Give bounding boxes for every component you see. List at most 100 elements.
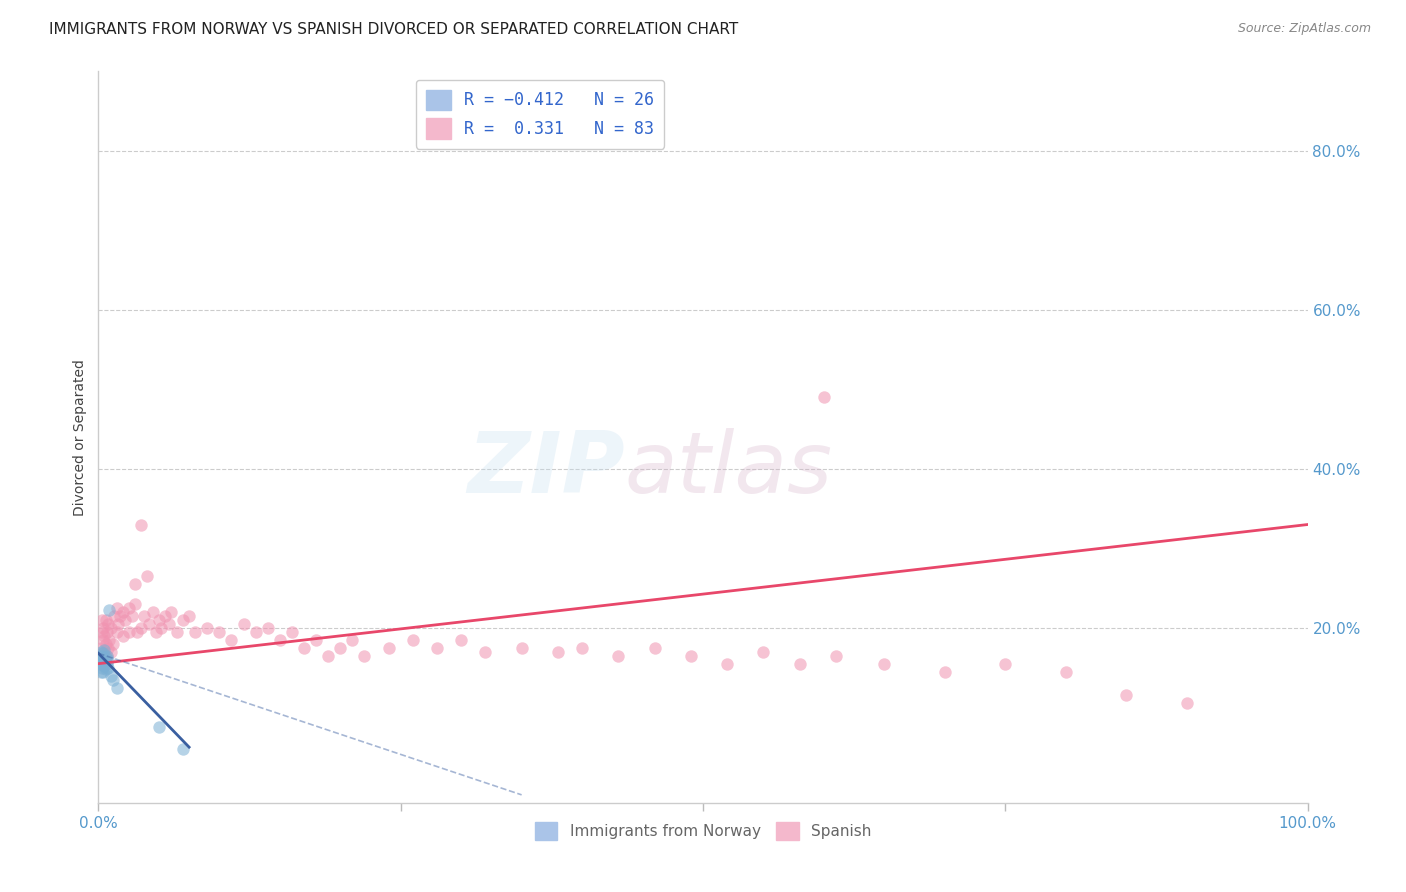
Point	[571, 640, 593, 655]
Point	[89, 648, 111, 663]
Point	[679, 648, 702, 663]
Point	[97, 660, 120, 674]
Point	[124, 597, 146, 611]
Text: IMMIGRANTS FROM NORWAY VS SPANISH DIVORCED OR SEPARATED CORRELATION CHART: IMMIGRANTS FROM NORWAY VS SPANISH DIVORC…	[49, 22, 738, 37]
Point	[607, 648, 630, 663]
Point	[377, 640, 399, 655]
Point	[134, 609, 156, 624]
Point	[148, 720, 170, 734]
Point	[510, 640, 533, 655]
Point	[118, 601, 141, 615]
Point	[94, 662, 117, 676]
Point	[124, 577, 146, 591]
Point	[813, 390, 835, 404]
Point	[91, 648, 114, 663]
Point	[1054, 665, 1077, 679]
Point	[101, 673, 124, 687]
Point	[96, 624, 118, 639]
Point	[90, 653, 112, 667]
Point	[1115, 689, 1137, 703]
Point	[105, 601, 128, 615]
Point	[111, 605, 134, 619]
Point	[100, 645, 122, 659]
Text: ZIP: ZIP	[467, 428, 624, 511]
Point	[91, 657, 114, 671]
Point	[153, 609, 176, 624]
Point	[101, 637, 124, 651]
Point	[145, 624, 167, 639]
Point	[138, 616, 160, 631]
Point	[94, 650, 117, 665]
Point	[91, 654, 114, 668]
Point	[105, 681, 128, 695]
Point	[90, 645, 112, 659]
Point	[934, 665, 956, 679]
Point	[89, 657, 111, 671]
Point	[195, 621, 218, 635]
Point	[108, 609, 131, 624]
Point	[97, 640, 120, 655]
Point	[1175, 697, 1198, 711]
Point	[129, 621, 152, 635]
Point	[96, 648, 118, 663]
Point	[91, 624, 114, 639]
Point	[107, 616, 129, 631]
Point	[91, 665, 114, 679]
Point	[281, 624, 304, 639]
Text: Source: ZipAtlas.com: Source: ZipAtlas.com	[1237, 22, 1371, 36]
Point	[142, 605, 165, 619]
Point	[353, 648, 375, 663]
Point	[172, 613, 194, 627]
Point	[157, 616, 180, 631]
Point	[91, 646, 114, 660]
Point	[160, 605, 183, 619]
Point	[426, 640, 449, 655]
Point	[232, 616, 254, 631]
Point	[752, 645, 775, 659]
Point	[166, 624, 188, 639]
Point	[256, 621, 278, 635]
Point	[90, 665, 112, 679]
Point	[474, 645, 496, 659]
Point	[221, 632, 243, 647]
Point	[91, 660, 114, 674]
Point	[292, 640, 315, 655]
Point	[316, 648, 339, 663]
Point	[93, 659, 115, 673]
Point	[127, 624, 149, 639]
Point	[93, 645, 115, 659]
Point	[97, 653, 120, 667]
Point	[97, 616, 120, 631]
Y-axis label: Divorced or Separated: Divorced or Separated	[73, 359, 87, 516]
Point	[245, 624, 267, 639]
Point	[873, 657, 896, 671]
Point	[269, 632, 291, 647]
Point	[148, 613, 170, 627]
Point	[184, 624, 207, 639]
Point	[94, 637, 117, 651]
Point	[450, 632, 472, 647]
Point	[179, 609, 201, 624]
Point	[135, 569, 157, 583]
Point	[98, 632, 121, 647]
Point	[208, 624, 231, 639]
Point	[329, 640, 352, 655]
Point	[716, 657, 738, 671]
Point	[105, 624, 128, 639]
Point	[90, 640, 112, 655]
Point	[98, 603, 121, 617]
Point	[825, 648, 848, 663]
Point	[114, 613, 136, 627]
Point	[96, 648, 118, 663]
Point	[150, 621, 173, 635]
Point	[305, 632, 328, 647]
Point	[172, 741, 194, 756]
Point	[91, 632, 114, 647]
Point	[96, 657, 118, 671]
Point	[121, 609, 143, 624]
Point	[547, 645, 569, 659]
Point	[111, 629, 134, 643]
Point	[93, 651, 115, 665]
Point	[91, 621, 114, 635]
Point	[91, 613, 114, 627]
